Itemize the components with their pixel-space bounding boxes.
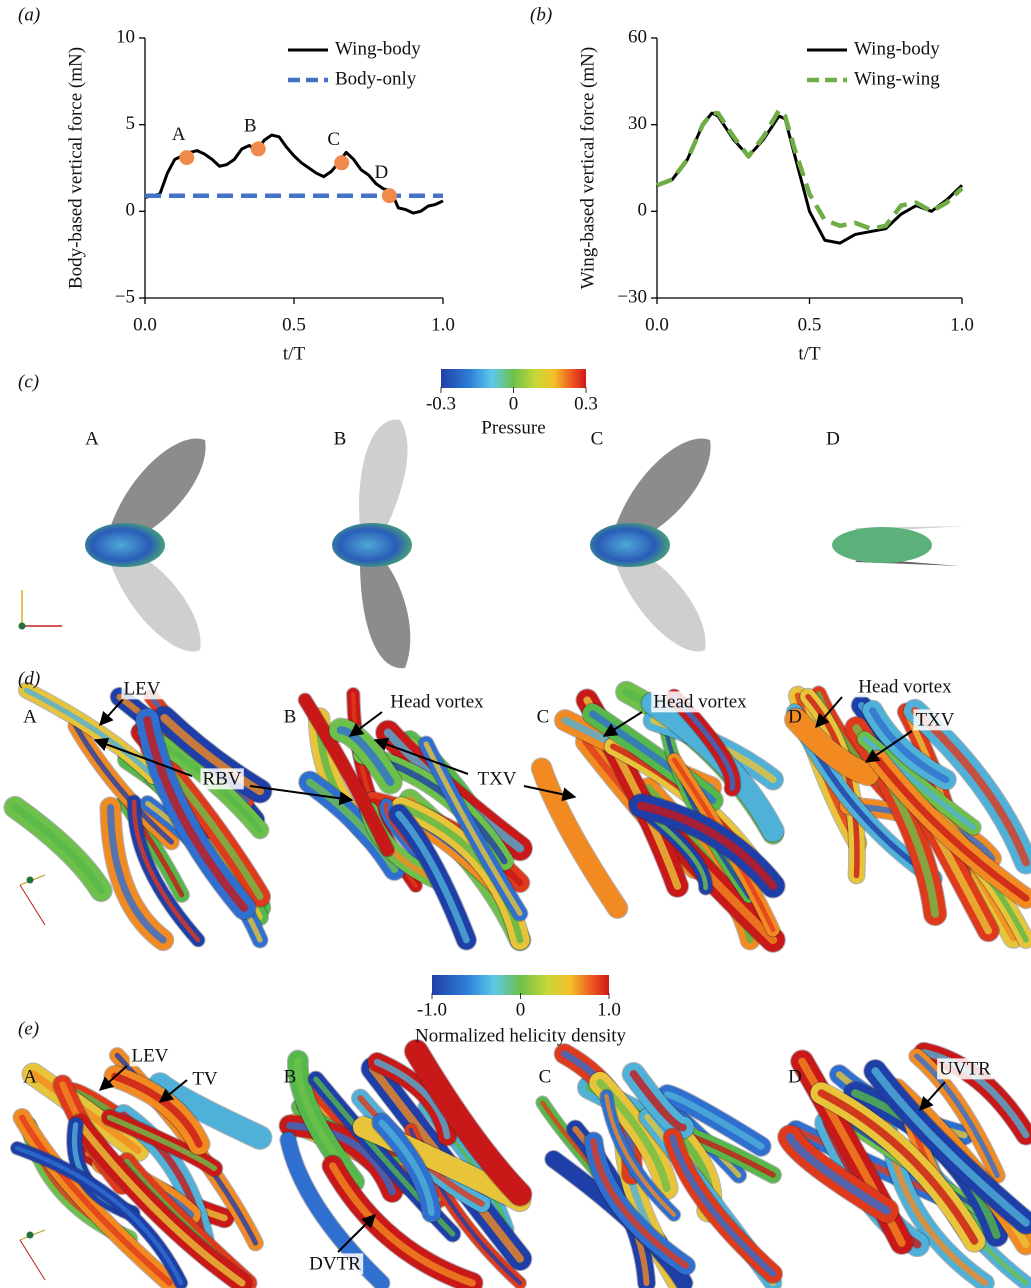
x-axis-label: t/T: [798, 343, 821, 364]
annotation: Head vortex: [858, 676, 952, 697]
panel-label: (b): [530, 4, 552, 25]
frame-label: C: [591, 428, 604, 449]
panel-label: (c): [18, 371, 39, 392]
event-label: C: [327, 129, 340, 150]
y-axis-label: Wing-based vertical force (mN): [577, 47, 598, 289]
annotation: LEV: [132, 1045, 169, 1066]
insect-renderings: [19, 420, 966, 669]
colorbar-tick-label: -1.0: [417, 999, 447, 1020]
legend-label: Wing-body: [335, 38, 421, 59]
y-tick-label: 0: [126, 200, 136, 221]
frame-label: B: [284, 1066, 297, 1087]
panel-label: (d): [18, 668, 40, 689]
annotation: DVTR: [309, 1253, 361, 1274]
panel-label: (a): [18, 4, 40, 25]
triad: [27, 1232, 34, 1239]
annotation: Head vortex: [653, 691, 747, 712]
colorbar-tick-label: 0.3: [574, 393, 598, 414]
y-tick-label: 5: [126, 113, 136, 134]
y-tick-label: 10: [116, 26, 135, 47]
colorbar-tick-label: -0.3: [426, 393, 456, 414]
legend-label: Wing-body: [854, 38, 940, 59]
annotation: TXV: [915, 709, 954, 730]
frame-label: A: [23, 706, 37, 727]
x-tick-label: 0.0: [645, 314, 669, 335]
series-line: [657, 113, 962, 243]
y-tick-label: −5: [115, 286, 135, 307]
frame-label: A: [23, 1066, 37, 1087]
frame-label: C: [537, 706, 550, 727]
y-axis-label: Body-based vertical force (mN): [65, 47, 86, 289]
frame-label: D: [788, 706, 802, 727]
figure: (a) −5 0 5 10 0.0 0.5 1.0 t/T Body-based vertical…: [0, 0, 1031, 1288]
triad: [20, 1240, 45, 1280]
event-label: D: [374, 162, 388, 183]
annotation: UVTR: [939, 1058, 991, 1079]
y-tick-label: 30: [628, 113, 647, 134]
event-label: B: [244, 115, 257, 136]
legend-label: Body-only: [335, 68, 417, 89]
y-tick-label: −30: [617, 286, 647, 307]
frame-label: A: [85, 428, 99, 449]
x-tick-label: 1.0: [950, 314, 974, 335]
triad: [20, 885, 45, 925]
colorbar-tick-label: 1.0: [597, 999, 621, 1020]
x-tick-label: 0.5: [282, 314, 306, 335]
frame-label: C: [539, 1066, 552, 1087]
helicity-colorbar: [432, 975, 609, 995]
event-marker: [251, 141, 266, 156]
colorbar-label: Normalized helicity density: [415, 1025, 627, 1046]
pressure-colorbar: [441, 369, 586, 388]
triad: [27, 877, 34, 884]
panel-label: (e): [18, 1018, 39, 1039]
x-tick-label: 0.0: [133, 314, 157, 335]
x-axis-label: t/T: [283, 343, 306, 364]
frame-label: B: [334, 428, 347, 449]
annotation: RBV: [202, 768, 241, 789]
y-tick-label: 60: [628, 26, 647, 47]
frame-label: D: [788, 1066, 802, 1087]
event-marker: [382, 188, 397, 203]
frame-label: D: [826, 428, 840, 449]
annotation: LEV: [124, 678, 161, 699]
legend-label: Wing-wing: [854, 68, 940, 89]
annotation: Head vortex: [390, 691, 484, 712]
frame-label: B: [284, 706, 297, 727]
colorbar-tick-label: 0: [509, 393, 519, 414]
colorbar-label: Pressure: [481, 417, 545, 438]
event-label: A: [172, 124, 186, 145]
x-tick-label: 0.5: [798, 314, 822, 335]
event-marker: [179, 150, 194, 165]
annotation-arrow: [920, 1082, 945, 1110]
annotation: TV: [192, 1068, 218, 1089]
colorbar-tick-label: 0: [516, 999, 526, 1020]
y-tick-label: 0: [638, 200, 648, 221]
event-marker: [334, 155, 349, 170]
series-line: [145, 135, 443, 213]
x-tick-label: 1.0: [431, 314, 455, 335]
annotation: TXV: [477, 768, 516, 789]
